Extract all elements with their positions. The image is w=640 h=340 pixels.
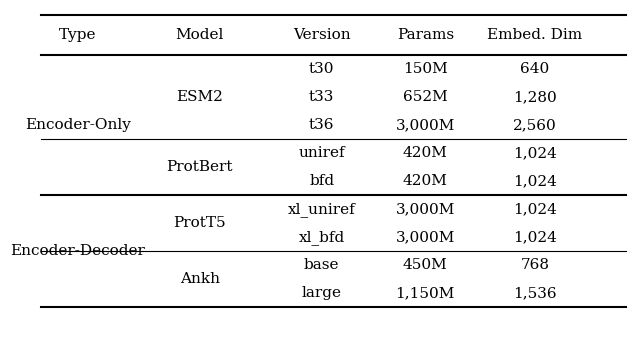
Text: ESM2: ESM2	[177, 90, 223, 104]
Text: 1,024: 1,024	[513, 146, 557, 160]
Text: base: base	[304, 258, 339, 272]
Text: 1,024: 1,024	[513, 202, 557, 216]
Text: t30: t30	[309, 62, 335, 76]
Text: large: large	[301, 286, 342, 300]
Text: 450M: 450M	[403, 258, 447, 272]
Text: 1,024: 1,024	[513, 230, 557, 244]
Text: xl_bfd: xl_bfd	[299, 230, 345, 245]
Text: Embed. Dim: Embed. Dim	[488, 28, 582, 42]
Text: t33: t33	[309, 90, 334, 104]
Text: uniref: uniref	[298, 146, 345, 160]
Text: 3,000M: 3,000M	[396, 202, 455, 216]
Text: Params: Params	[397, 28, 454, 42]
Text: Type: Type	[59, 28, 97, 42]
Text: 420M: 420M	[403, 146, 448, 160]
Text: t36: t36	[309, 118, 335, 132]
Text: Model: Model	[175, 28, 224, 42]
Text: xl_uniref: xl_uniref	[288, 202, 356, 217]
Text: ProtT5: ProtT5	[173, 216, 226, 230]
Text: Encoder-Only: Encoder-Only	[25, 118, 131, 132]
Text: 1,150M: 1,150M	[396, 286, 455, 300]
Text: ProtBert: ProtBert	[166, 160, 233, 174]
Text: 3,000M: 3,000M	[396, 118, 455, 132]
Text: 768: 768	[520, 258, 550, 272]
Text: 1,280: 1,280	[513, 90, 557, 104]
Text: 640: 640	[520, 62, 550, 76]
Text: 420M: 420M	[403, 174, 448, 188]
Text: 2,560: 2,560	[513, 118, 557, 132]
Text: 652M: 652M	[403, 90, 447, 104]
Text: 1,024: 1,024	[513, 174, 557, 188]
Text: bfd: bfd	[309, 174, 334, 188]
Text: 3,000M: 3,000M	[396, 230, 455, 244]
Text: 1,536: 1,536	[513, 286, 557, 300]
Text: Ankh: Ankh	[180, 272, 220, 286]
Text: Version: Version	[293, 28, 351, 42]
Text: 150M: 150M	[403, 62, 447, 76]
Text: Encoder-Decoder: Encoder-Decoder	[10, 244, 145, 258]
